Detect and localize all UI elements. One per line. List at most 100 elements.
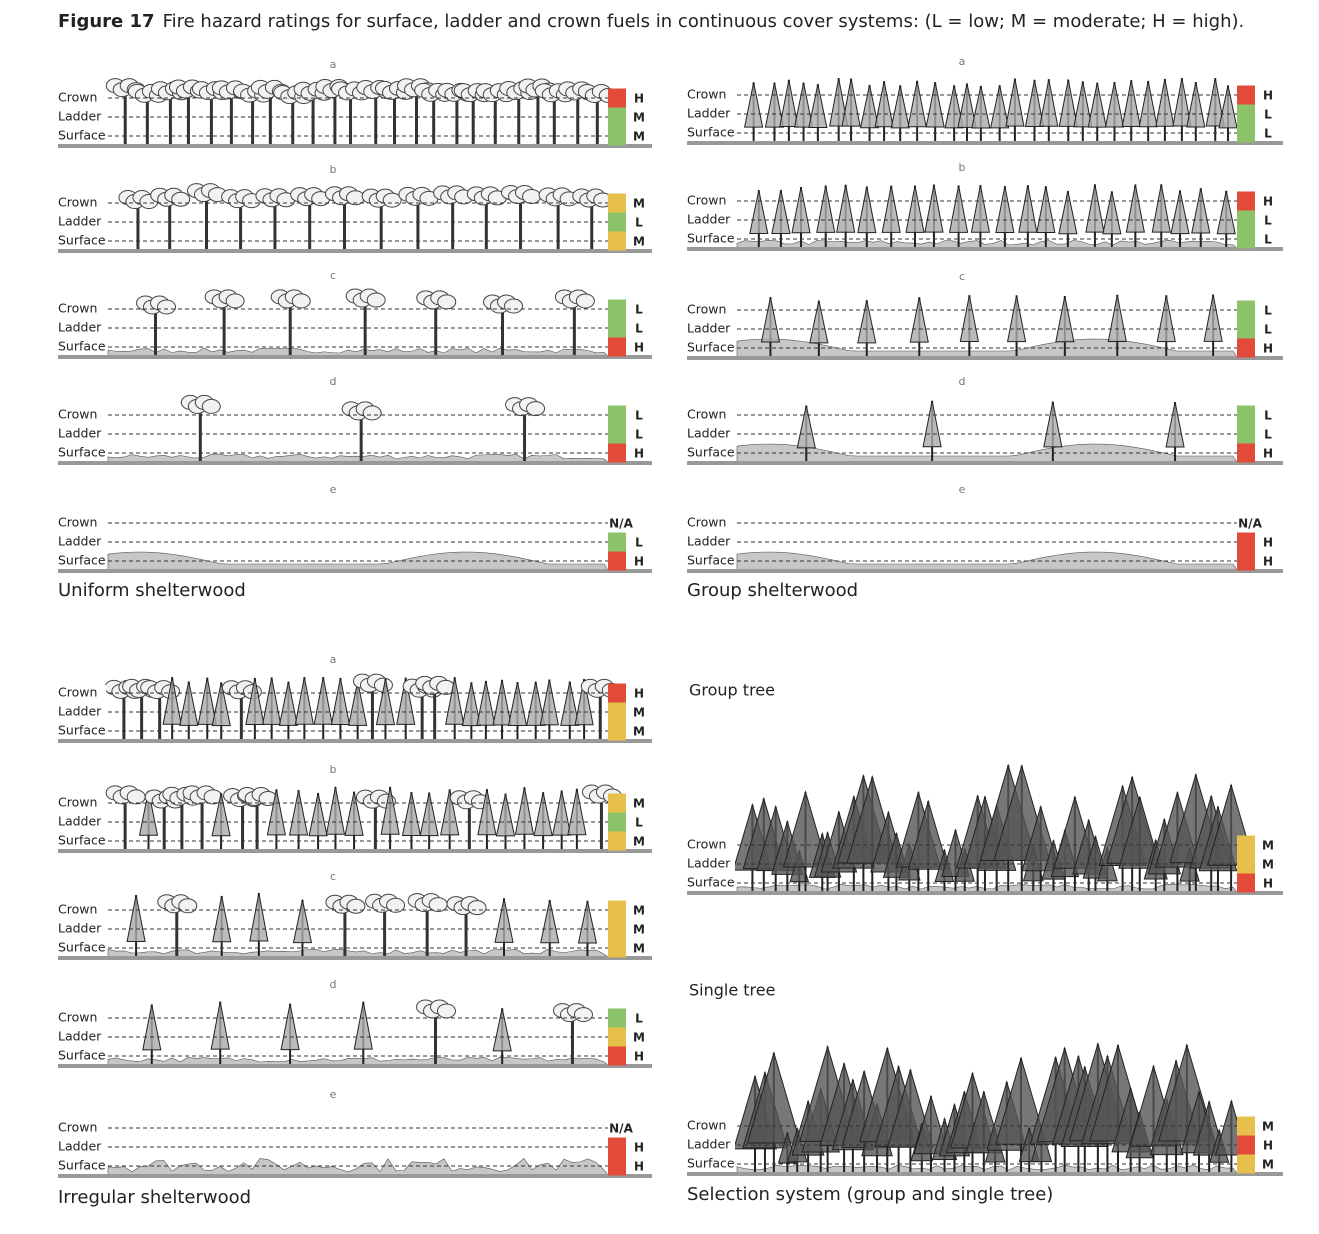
rating: H (634, 1160, 644, 1174)
rating: H (1263, 555, 1273, 569)
surface-fuel (736, 883, 1238, 893)
rating: M (1262, 1158, 1274, 1172)
level-label: Ladder (687, 1137, 731, 1152)
level-label: Surface (58, 833, 106, 848)
crown-foliage (362, 405, 382, 421)
level-label-bg (58, 515, 106, 531)
tree (280, 1003, 300, 1065)
panel: b Crown M Ladder L Surface M (58, 163, 652, 253)
tree (859, 84, 880, 142)
rating-box (608, 683, 626, 703)
rating-box (608, 1046, 626, 1066)
rating: M (633, 797, 645, 811)
panel-letter: b (330, 163, 337, 176)
level-label-bg (58, 723, 106, 739)
panel: a Crown H Ladder L Surface L (687, 55, 1283, 145)
surface-fuel (736, 443, 1238, 463)
crown-foliage (573, 1007, 593, 1023)
tree (857, 186, 877, 248)
rating-box (608, 337, 626, 357)
figure-label: Figure 17 (58, 11, 155, 32)
level-label-bg (687, 231, 735, 247)
level-label-bg (687, 193, 735, 209)
level-label: Ladder (58, 1139, 102, 1154)
panel-letter: e (330, 1088, 337, 1101)
tree (552, 790, 572, 850)
tree (1036, 186, 1056, 248)
level-label-bg (58, 426, 106, 442)
crown-foliage (1191, 188, 1211, 234)
rating-box (608, 919, 626, 939)
crown-foliage (744, 82, 764, 128)
crown-foliage (211, 682, 231, 727)
tree (791, 186, 811, 248)
surface-fuel (736, 338, 1238, 358)
crown-foliage (925, 82, 945, 128)
level-label-bg (58, 90, 106, 106)
tree (874, 81, 894, 142)
tree (211, 682, 231, 740)
crown-foliage (990, 85, 1010, 129)
level-label: Surface (687, 125, 735, 140)
figure-title: Figure 17 Fire hazard ratings for surface… (58, 11, 1244, 32)
level-label-bg (58, 195, 106, 211)
crown-foliage (808, 84, 828, 129)
crown-foliage (816, 185, 836, 233)
tree (760, 297, 781, 357)
tree (1151, 184, 1171, 248)
rating-box (608, 424, 626, 444)
tree (477, 788, 497, 850)
tree (1058, 79, 1078, 142)
tree (249, 892, 269, 957)
panel: c Crown M Ladder M Surface M (58, 870, 652, 960)
crown-foliage (1104, 81, 1125, 128)
rating: M (633, 111, 645, 125)
crown-foliage (771, 189, 791, 234)
rating: M (633, 197, 645, 211)
level-label-bg (58, 1120, 106, 1136)
level-label-bg (58, 339, 106, 355)
surface-fuel (107, 453, 609, 463)
tree (466, 186, 507, 250)
tree (1055, 295, 1075, 357)
crown-foliage (796, 405, 816, 449)
tree (995, 1056, 1048, 1173)
rating-box (1237, 85, 1255, 105)
rating: L (1264, 323, 1272, 337)
rating: H (634, 341, 644, 355)
level-label-bg (687, 212, 735, 228)
level-label-bg (58, 214, 106, 230)
level-label: Crown (58, 90, 97, 105)
tree (445, 677, 465, 740)
crown-foliage (1085, 184, 1105, 233)
rating-box (1237, 873, 1255, 893)
tree (1039, 79, 1059, 142)
rating-box (608, 318, 626, 338)
section-title: Group shelterwood (687, 580, 858, 601)
crown-foliage (522, 188, 542, 204)
tree (1203, 294, 1223, 357)
tree (1156, 295, 1176, 357)
level-label: Ladder (58, 704, 102, 719)
tree (186, 183, 227, 250)
crown-foliage (567, 788, 587, 836)
level-label-bg (58, 445, 106, 461)
crown-foliage (492, 1008, 512, 1052)
rating-box (608, 88, 626, 108)
rating-box (608, 900, 626, 920)
level-label: Surface (687, 875, 735, 890)
level-label-bg (58, 320, 106, 336)
panel: e Crown N/A Ladder H Surface H (58, 1088, 652, 1178)
level-label: Surface (687, 231, 735, 246)
tree (494, 898, 514, 957)
level-label-bg (58, 833, 106, 849)
crown-foliage (1125, 184, 1145, 233)
crown-foliage (386, 897, 406, 913)
rating-box (1237, 532, 1255, 552)
tree (419, 792, 439, 850)
tree (401, 791, 422, 850)
tree (816, 185, 836, 248)
level-label-bg (58, 1048, 106, 1064)
rating-box (1237, 210, 1255, 230)
